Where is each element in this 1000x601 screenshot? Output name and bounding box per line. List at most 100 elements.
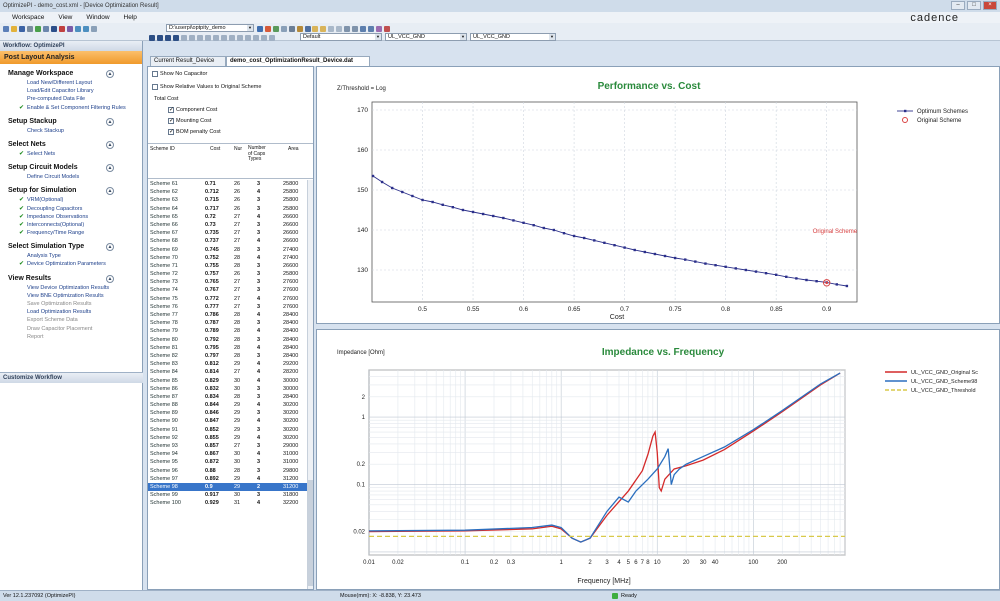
- collapse-icon[interactable]: ▲: [106, 140, 114, 149]
- data-point[interactable]: [391, 186, 394, 190]
- menu-workspace[interactable]: Workspace: [12, 14, 45, 21]
- column-header[interactable]: Number of Caps Types: [248, 145, 266, 163]
- sidebar-header[interactable]: Post Layout Analysis: [0, 51, 142, 64]
- collapse-icon[interactable]: ▲: [106, 187, 114, 196]
- workflow-item[interactable]: Pre-computed Data File: [0, 95, 142, 103]
- table-row[interactable]: Scheme 83 0.812 29 4 29200: [148, 360, 308, 368]
- workflow-item[interactable]: Save Optimization Results: [0, 300, 142, 308]
- data-point[interactable]: [593, 239, 596, 242]
- data-point[interactable]: [471, 210, 475, 214]
- chevron-down-icon[interactable]: ▼: [247, 25, 253, 31]
- workflow-item[interactable]: Define Circuit Models: [0, 173, 142, 181]
- workflow-item[interactable]: ✔ Impedance Observations: [0, 213, 142, 221]
- report-icon[interactable]: [376, 25, 382, 32]
- data-point[interactable]: [552, 228, 556, 232]
- layers-icon[interactable]: [43, 25, 49, 32]
- zoom-in-icon[interactable]: [75, 25, 81, 32]
- table-row[interactable]: Scheme 74 0.767 27 3 27600: [148, 286, 308, 294]
- arrow-icon[interactable]: [312, 25, 318, 32]
- checkbox[interactable]: [168, 117, 174, 124]
- section-header[interactable]: Select Simulation Type ▲: [0, 241, 142, 252]
- stop-icon[interactable]: [59, 25, 65, 32]
- workflow-item[interactable]: ✔ Enable & Set Component Filtering Rules: [0, 104, 142, 112]
- data-point[interactable]: [815, 280, 818, 283]
- collapse-icon[interactable]: ▲: [106, 274, 114, 283]
- data-point[interactable]: [734, 267, 737, 270]
- table-row[interactable]: Scheme 81 0.795 28 4 28400: [148, 344, 308, 352]
- table-row[interactable]: Scheme 63 0.715 26 3 25800: [148, 196, 308, 204]
- table-row[interactable]: Scheme 79 0.789 28 4 28400: [148, 327, 308, 335]
- default-combo[interactable]: Default ▼: [300, 33, 382, 41]
- select-icon-2[interactable]: [336, 25, 342, 32]
- layout-icon-4[interactable]: [261, 34, 267, 41]
- impedance-chart[interactable]: Impedance vs. Frequency Impedance [Ohm] …: [317, 330, 999, 589]
- save-icon[interactable]: [19, 25, 25, 32]
- edit-icon[interactable]: [265, 25, 271, 32]
- layout-icon-2[interactable]: [245, 34, 251, 41]
- tab-optimization-result[interactable]: demo_cost_OptimizationResult_Device.dat: [226, 56, 370, 66]
- path-combo[interactable]: D:\userpi\optpity_demo ▼: [166, 24, 254, 32]
- table-icon[interactable]: [289, 25, 295, 32]
- arrow-icon-2[interactable]: [320, 25, 326, 32]
- original-scheme-point[interactable]: [822, 279, 831, 287]
- data-point[interactable]: [704, 262, 707, 265]
- data-point[interactable]: [481, 212, 485, 216]
- data-point[interactable]: [441, 203, 444, 206]
- checkbox[interactable]: [168, 106, 174, 113]
- table-row[interactable]: Scheme 84 0.814 27 4 28200: [148, 368, 308, 376]
- layout-icon-3[interactable]: [253, 34, 259, 41]
- cap-icon[interactable]: [297, 25, 303, 32]
- workflow-item[interactable]: Draw Capacitor Placement: [0, 325, 142, 333]
- checkbox[interactable]: [152, 71, 158, 77]
- data-point[interactable]: [835, 283, 838, 286]
- table-row[interactable]: Scheme 89 0.846 29 3 30200: [148, 409, 308, 417]
- check-icon[interactable]: [273, 25, 279, 32]
- column-header[interactable]: Nur: [234, 146, 243, 152]
- data-point[interactable]: [401, 190, 404, 194]
- table-row[interactable]: Scheme 97 0.892 29 4 31200: [148, 475, 308, 483]
- workflow-item[interactable]: ✔ Interconnects(Optional): [0, 221, 142, 229]
- table-row[interactable]: Scheme 99 0.917 30 3 31800: [148, 491, 308, 499]
- menu-window[interactable]: Window: [86, 14, 110, 21]
- table-row[interactable]: Scheme 98 0.9 29 2 31200: [148, 482, 308, 492]
- tool-icon[interactable]: [67, 25, 73, 32]
- collapse-icon[interactable]: ▲: [106, 70, 114, 78]
- open-icon[interactable]: [11, 25, 17, 32]
- data-point[interactable]: [653, 252, 657, 256]
- table-row[interactable]: Scheme 100 0.929 31 4 32200: [148, 499, 308, 507]
- data-point[interactable]: [411, 194, 414, 198]
- data-point[interactable]: [562, 232, 566, 235]
- table-row[interactable]: Scheme 91 0.852 29 3 30200: [148, 426, 308, 434]
- table-row[interactable]: Scheme 71 0.755 28 3 26600: [148, 262, 308, 270]
- data-point[interactable]: [613, 244, 616, 247]
- table-row[interactable]: Scheme 70 0.752 28 4 27400: [148, 254, 308, 262]
- workflow-item[interactable]: Load Optimization Results: [0, 308, 142, 316]
- menu-help[interactable]: Help: [123, 14, 137, 21]
- data-point[interactable]: [532, 224, 535, 227]
- table-scrollbar[interactable]: [307, 180, 313, 589]
- print-icon[interactable]: [27, 25, 33, 32]
- data-point[interactable]: [522, 221, 525, 224]
- data-point[interactable]: [421, 198, 424, 202]
- data-point[interactable]: [845, 284, 849, 288]
- section-header[interactable]: Setup Circuit Models ▲: [0, 162, 142, 173]
- data-point[interactable]: [502, 216, 505, 220]
- measure-icon[interactable]: [344, 25, 350, 32]
- net-combo-2[interactable]: UL_VCC_GND ▼: [470, 33, 556, 41]
- table-row[interactable]: Scheme 65 0.72 27 4 26600: [148, 213, 308, 221]
- customize-workflow-header[interactable]: Customize Workflow: [0, 372, 143, 383]
- data-point[interactable]: [461, 208, 465, 212]
- refresh-icon[interactable]: [205, 34, 211, 41]
- collapse-icon[interactable]: ▲: [106, 164, 114, 173]
- section-header[interactable]: Setup for Simulation ▲: [0, 185, 142, 196]
- data-point[interactable]: [451, 206, 455, 209]
- collapse-icon[interactable]: ▲: [106, 243, 114, 252]
- workflow-item[interactable]: Load New/Different Layout: [0, 79, 142, 87]
- data-point[interactable]: [795, 277, 798, 280]
- table-row[interactable]: Scheme 94 0.867 30 4 31000: [148, 450, 308, 458]
- data-point[interactable]: [380, 180, 384, 184]
- workflow-item[interactable]: View Device Optimization Results: [0, 284, 142, 292]
- option-bom-cost[interactable]: BOM penalty Cost: [168, 128, 221, 135]
- nav-last-icon[interactable]: [173, 34, 179, 41]
- table-row[interactable]: Scheme 90 0.847 29 4 30200: [148, 417, 308, 425]
